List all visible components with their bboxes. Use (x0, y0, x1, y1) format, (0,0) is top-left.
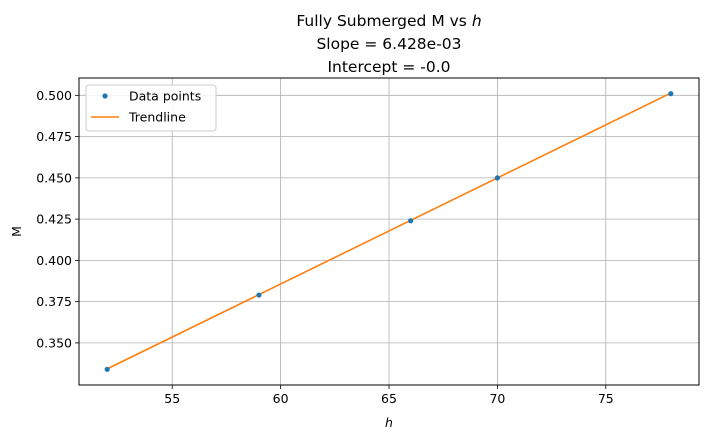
legend-marker-data-points (102, 93, 108, 99)
chart-subtitle-intercept: Intercept = -0.0 (327, 58, 450, 76)
chart-subtitle-slope: Slope = 6.428e-03 (316, 35, 461, 53)
chart-title: Fully Submerged M vs h (296, 12, 481, 30)
data-point (494, 175, 500, 181)
x-tick-label: 65 (381, 391, 397, 406)
y-ticks: 0.350 0.375 0.400 0.425 0.450 0.475 0.500 (36, 88, 79, 350)
data-point (408, 218, 414, 224)
series-layer (104, 91, 674, 372)
x-tick-label: 70 (489, 391, 505, 406)
y-tick-label: 0.375 (36, 294, 72, 309)
y-tick-label: 0.500 (36, 88, 72, 103)
y-tick-label: 0.350 (36, 335, 72, 350)
y-tick-label: 0.450 (36, 170, 72, 185)
x-tick-label: 55 (164, 391, 180, 406)
x-ticks: 55 60 65 70 75 (164, 385, 614, 406)
title-variable: h (472, 12, 482, 30)
legend-label-data-points: Data points (129, 89, 201, 104)
data-point (104, 366, 110, 372)
y-axis-label: M (9, 226, 24, 237)
legend-label-trendline: Trendline (128, 110, 186, 125)
y-tick-label: 0.400 (36, 253, 72, 268)
x-tick-label: 75 (598, 391, 614, 406)
trendline (106, 92, 672, 370)
y-tick-label: 0.425 (36, 212, 72, 227)
legend: Data points Trendline (85, 84, 217, 132)
legend-box (85, 84, 217, 132)
x-axis-label: h (385, 415, 393, 430)
data-point (256, 292, 262, 298)
y-tick-label: 0.475 (36, 129, 72, 144)
data-point (668, 91, 674, 97)
x-tick-label: 60 (273, 391, 289, 406)
